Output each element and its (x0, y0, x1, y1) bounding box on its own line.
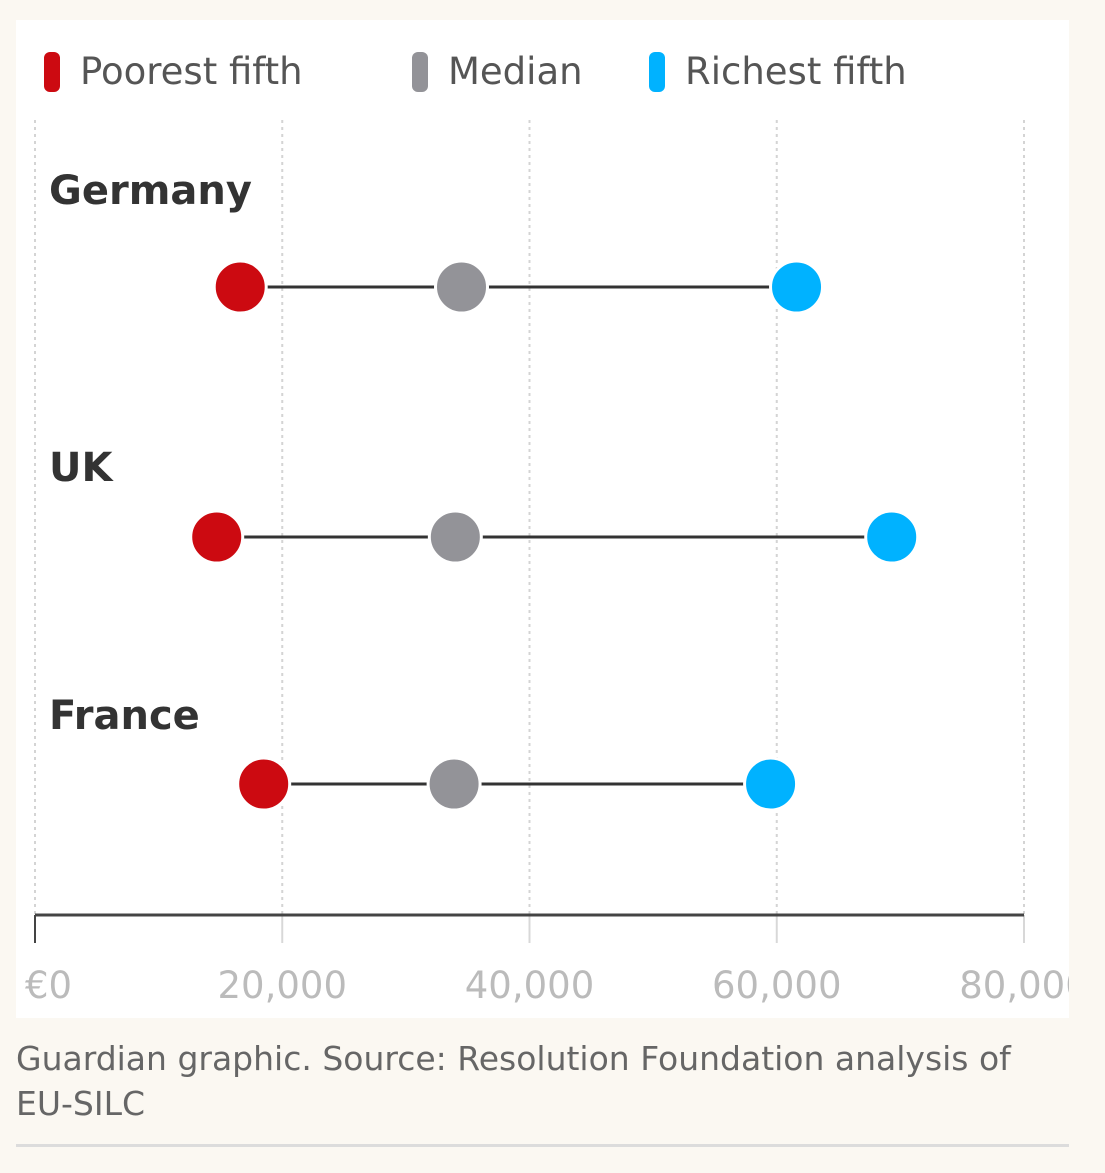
x-tick-label: 80,000 (959, 964, 1069, 1007)
dot-uk-median (427, 509, 483, 565)
source-caption: Guardian graphic. Source: Resolution Fou… (16, 1039, 1011, 1123)
legend: Poorest fifth Median Richest fifth (44, 50, 907, 93)
country-label: Germany (49, 168, 252, 214)
legend-swatch-richest (649, 51, 665, 92)
legend-swatch-median (412, 51, 428, 92)
legend-swatch-poorest (44, 51, 60, 92)
chart-card: Poorest fifth Median Richest fifth €0 20,… (16, 20, 1069, 1018)
dot-france-median (426, 756, 482, 812)
x-tick-label: €0 (25, 964, 72, 1007)
dot-uk-richest-fifth (864, 509, 920, 565)
legend-label-richest: Richest fifth (685, 50, 907, 93)
country-label: France (49, 693, 200, 739)
x-tick-label: 40,000 (465, 964, 594, 1007)
dot-germany-median (434, 259, 490, 315)
legend-item-richest: Richest fifth (649, 50, 907, 93)
legend-label-poorest: Poorest fifth (80, 50, 303, 93)
legend-item-median: Median (412, 50, 649, 93)
dot-uk-poorest-fifth (189, 509, 245, 565)
legend-item-poorest: Poorest fifth (44, 50, 412, 93)
x-tick-label: 60,000 (712, 964, 841, 1007)
dot-france-richest-fifth (743, 756, 799, 812)
dot-germany-poorest-fifth (212, 259, 268, 315)
legend-label-median: Median (448, 50, 583, 93)
country-label: UK (49, 445, 114, 491)
dot-france-poorest-fifth (236, 756, 292, 812)
bottom-divider (16, 1144, 1069, 1147)
dot-germany-richest-fifth (769, 259, 825, 315)
x-tick-label: 20,000 (218, 964, 347, 1007)
dot-range-chart: €0 20,000 40,000 60,000 80,000 Germany UK Franc… (25, 120, 1069, 1007)
